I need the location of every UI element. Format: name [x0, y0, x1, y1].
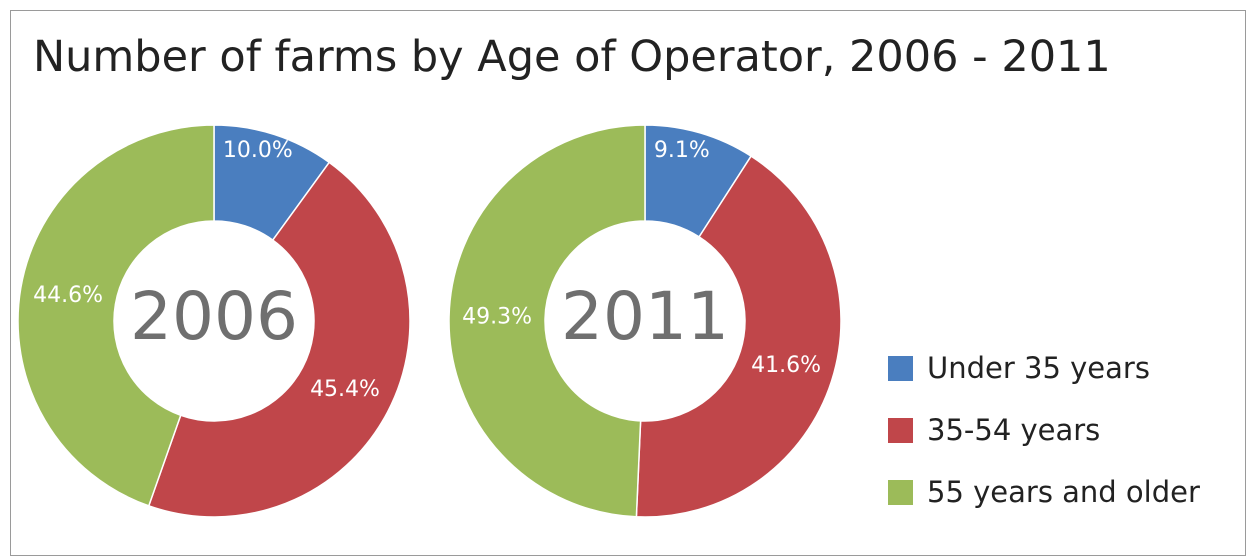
- donut-2011-slice-55-plus: [448, 124, 646, 518]
- donut-2006: 10.0% 45.4% 44.6% 2006: [17, 124, 411, 518]
- legend-item-55-plus: 55 years and older: [888, 461, 1200, 523]
- donut-2011: 9.1% 41.6% 49.3% 2011: [448, 124, 842, 518]
- legend-label-55-plus: 55 years and older: [927, 475, 1200, 509]
- legend-item-under-35: Under 35 years: [888, 337, 1200, 399]
- donut-2006-label-under-35: 10.0%: [223, 138, 293, 163]
- donut-2006-slice-55-plus: [17, 124, 215, 507]
- donut-2006-label-55-plus: 44.6%: [33, 283, 103, 308]
- legend-swatch-35-54: [888, 417, 913, 443]
- legend-label-under-35: Under 35 years: [927, 351, 1150, 385]
- donut-2006-slice-35-54: [147, 161, 411, 518]
- legend-swatch-55-plus: [888, 479, 913, 505]
- donut-2006-label-35-54: 45.4%: [310, 377, 380, 402]
- legend-item-35-54: 35-54 years: [888, 399, 1200, 461]
- donut-center-label-2006: 2006: [130, 278, 298, 355]
- chart-title: Number of farms by Age of Operator, 2006…: [33, 32, 1111, 82]
- donut-2011-label-under-35: 9.1%: [654, 138, 710, 163]
- donut-center-label-2011: 2011: [561, 278, 729, 355]
- legend-swatch-under-35: [888, 355, 913, 381]
- donut-2011-slice-35-54: [635, 155, 842, 518]
- donut-2011-label-55-plus: 49.3%: [462, 305, 532, 330]
- donut-2011-label-35-54: 41.6%: [751, 353, 821, 378]
- legend: Under 35 years 35-54 years 55 years and …: [888, 337, 1200, 523]
- legend-label-35-54: 35-54 years: [927, 413, 1101, 447]
